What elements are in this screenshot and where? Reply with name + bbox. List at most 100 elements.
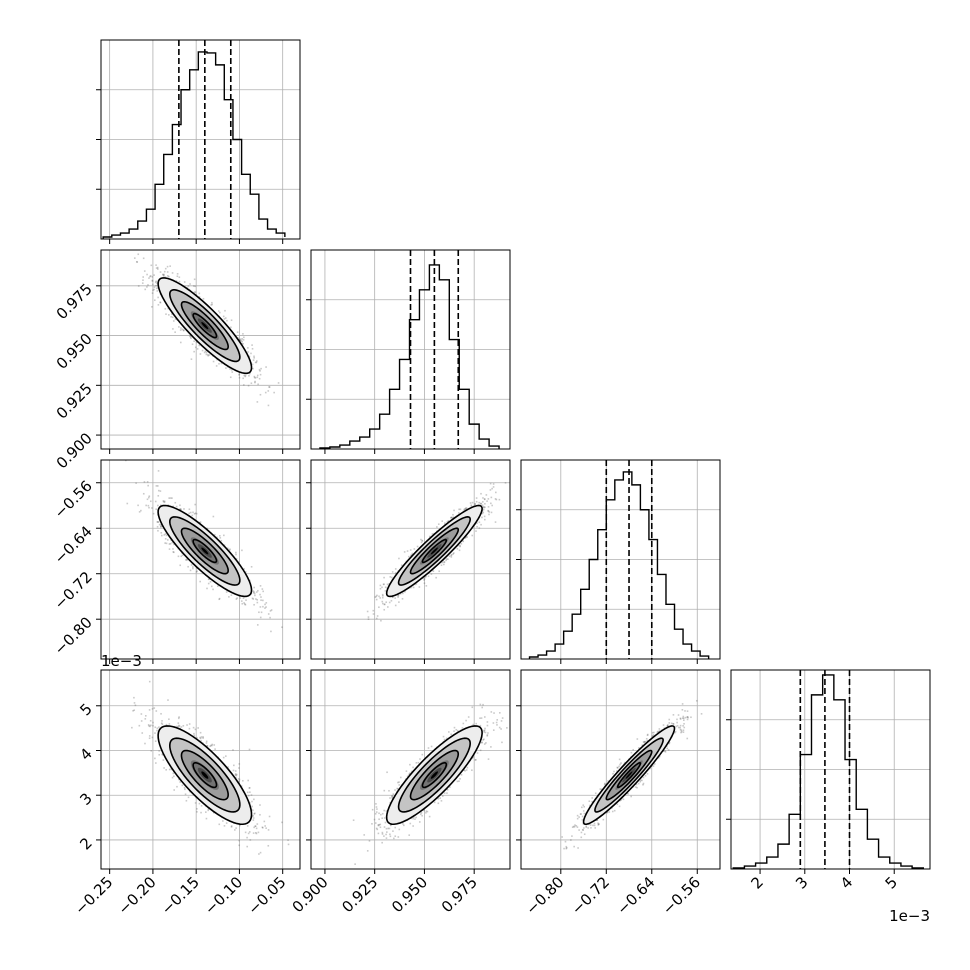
scatter-point (240, 339, 243, 342)
scatter-point (488, 511, 491, 513)
scatter-point (180, 555, 183, 558)
scatter-point (476, 522, 478, 525)
scatter-point (259, 370, 261, 372)
scatter-point (152, 289, 154, 292)
scatter-point (381, 600, 384, 603)
scatter-point (179, 341, 182, 344)
scatter-point (494, 491, 497, 494)
scatter-point (151, 276, 154, 278)
scatter-point (190, 358, 193, 360)
scatter-point (239, 339, 241, 342)
scatter-point (166, 275, 169, 277)
scatter-point (189, 283, 191, 285)
scatter-point (205, 353, 208, 356)
scatter-point (225, 367, 227, 369)
scatter-point (229, 368, 231, 370)
scatter-point (400, 564, 403, 567)
scatter-point (441, 520, 444, 522)
scatter-point (178, 725, 181, 727)
scatter-0-2-contour-0 (192, 538, 218, 564)
scatter-point (147, 504, 150, 507)
scatter-point (189, 569, 192, 572)
scatter-point (222, 315, 225, 318)
scatter-point (410, 554, 412, 557)
scatter-point (143, 270, 146, 272)
scatter-point (488, 513, 490, 516)
scatter-point (244, 603, 246, 605)
scatter-point (166, 539, 169, 541)
scatter-panel-1-2 (306, 459, 511, 664)
scatter-point (375, 595, 377, 598)
scatter-point (438, 570, 441, 573)
scatter-point (254, 381, 256, 384)
scatter-point (412, 586, 415, 589)
scatter-point (235, 553, 237, 556)
scatter-point (199, 353, 202, 355)
scatter-point (474, 503, 476, 506)
scatter-point (172, 328, 174, 330)
scatter-point (212, 588, 214, 591)
scatter-point (256, 624, 259, 626)
scatter-point (389, 576, 392, 578)
scatter-point (172, 551, 175, 553)
scatter-point (277, 382, 280, 384)
scatter-point (149, 275, 152, 277)
scatter-point (253, 603, 255, 606)
scatter-point (382, 583, 385, 586)
scatter-point (140, 720, 143, 722)
scatter-point (236, 597, 238, 599)
scatter-point (244, 571, 247, 573)
scatter-point (157, 304, 160, 306)
scatter-point (494, 498, 497, 500)
scatter-point (238, 376, 241, 379)
scatter-point (246, 845, 249, 848)
scatter-point (249, 372, 251, 375)
scatter-point (229, 548, 231, 551)
scatter-point (194, 503, 196, 506)
scatter-point (375, 617, 378, 620)
scatter-point (253, 592, 256, 595)
scatter-point (403, 551, 406, 553)
scatter-point (423, 579, 425, 581)
scatter-point (230, 326, 232, 329)
scatter-point (157, 296, 159, 299)
scatter-point (372, 613, 375, 615)
scatter-point (372, 609, 375, 612)
scatter-point (264, 603, 266, 606)
scatter-point (273, 391, 275, 394)
scatter-point (164, 538, 167, 540)
scatter-point (235, 773, 238, 776)
scatter-point (203, 351, 206, 354)
scatter-point (244, 375, 247, 378)
scatter-point (175, 280, 178, 282)
scatter-point (162, 274, 165, 276)
scatter-point (490, 502, 492, 505)
scatter-point (157, 489, 160, 492)
scatter-point (243, 384, 245, 386)
scatter-point (182, 329, 185, 332)
scatter-point (206, 587, 208, 590)
scatter-point (148, 495, 151, 498)
scatter-point (464, 507, 467, 510)
scatter-point (235, 558, 238, 560)
scatter-point (462, 540, 465, 543)
scatter-point (175, 505, 178, 508)
scatter-1-2-contour-2 (397, 516, 472, 586)
scatter-point (220, 539, 223, 542)
scatter-point (391, 571, 394, 573)
scatter-point (228, 549, 231, 552)
scatter-point (191, 514, 194, 517)
scatter-point (264, 391, 267, 394)
scatter-point (470, 504, 473, 507)
scatter-point (167, 307, 170, 310)
scatter-0-2-density-peak (201, 547, 209, 555)
scatter-point (394, 572, 397, 574)
scatter-point (404, 590, 406, 593)
scatter-point (482, 506, 485, 508)
scatter-point (483, 515, 486, 518)
scatter-point (474, 503, 476, 505)
scatter-point (242, 377, 244, 380)
scatter-point (219, 537, 222, 539)
scatter-point (374, 596, 377, 598)
scatter-point (160, 525, 162, 528)
